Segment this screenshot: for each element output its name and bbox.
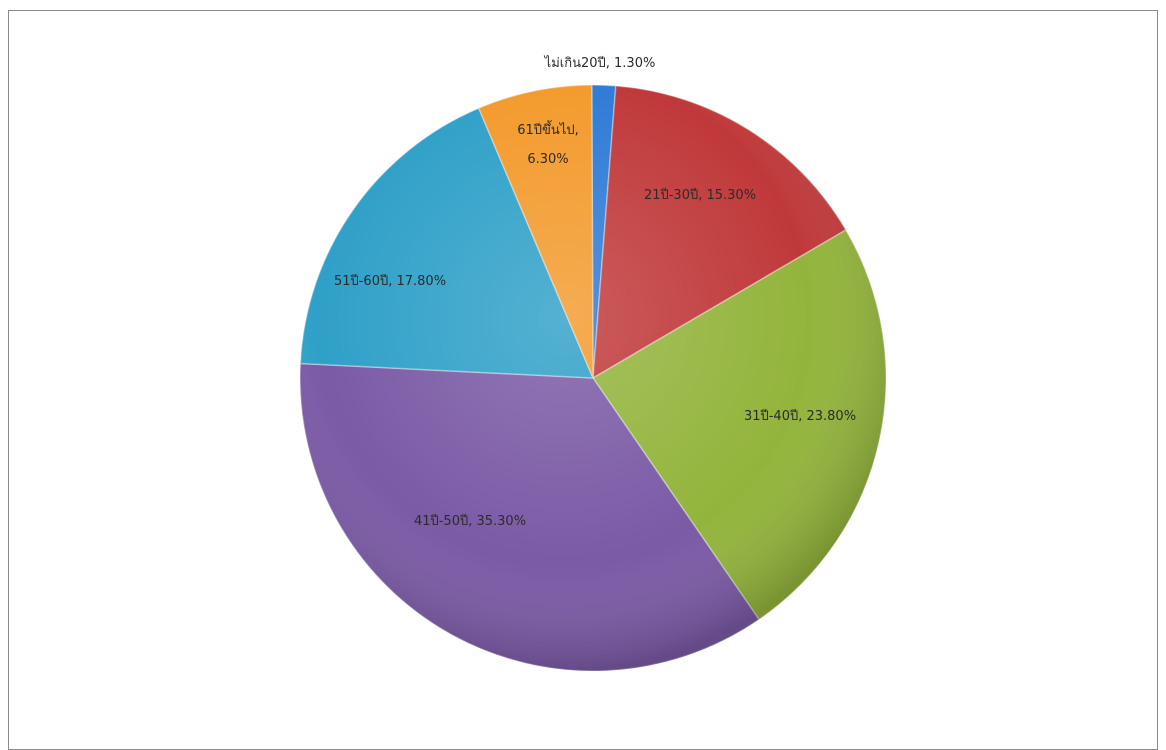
- slice-label-1: ไม่เกิน20ปี, 1.30%: [544, 55, 656, 71]
- slice-label-5: 51ปี-60ปี, 17.80%: [334, 273, 446, 289]
- pie-slices: [299, 84, 887, 672]
- slice-label-4: 41ปี-50ปี, 35.30%: [414, 513, 526, 529]
- slice-label-3: 31ปี-40ปี, 23.80%: [744, 408, 856, 424]
- slice-labels: ไม่เกิน20ปี, 1.30% 21ปี-30ปี, 15.30% 31ปี-…: [334, 55, 856, 529]
- slice-label-6: 61ปีขึ้นไป, 6.30%: [517, 120, 579, 167]
- slice-label-2: 21ปี-30ปี, 15.30%: [644, 187, 756, 203]
